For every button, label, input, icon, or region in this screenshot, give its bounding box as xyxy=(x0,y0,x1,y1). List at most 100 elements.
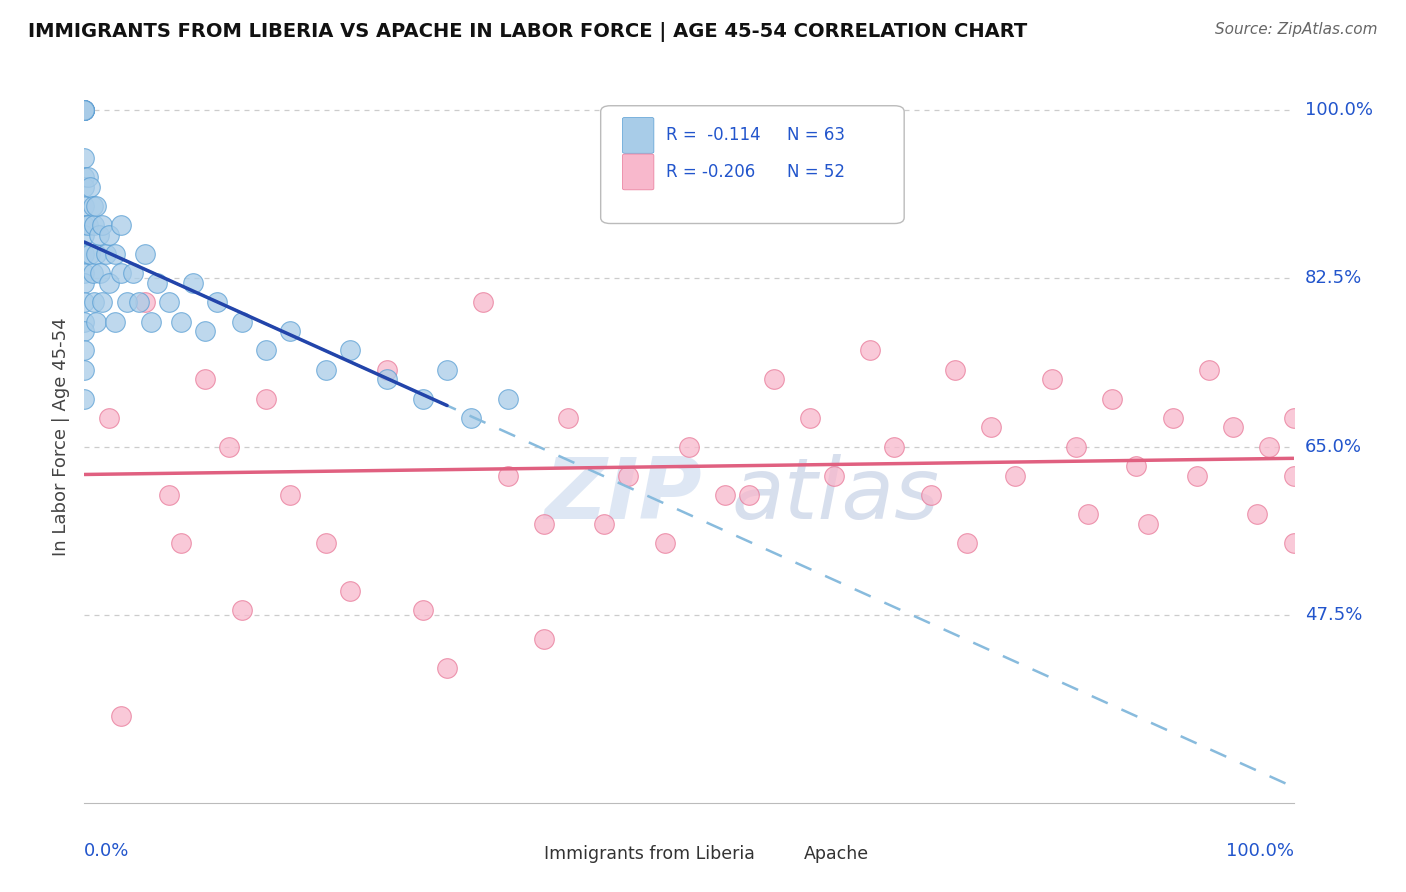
Text: IMMIGRANTS FROM LIBERIA VS APACHE IN LABOR FORCE | AGE 45-54 CORRELATION CHART: IMMIGRANTS FROM LIBERIA VS APACHE IN LAB… xyxy=(28,22,1028,42)
Point xyxy=(375,372,398,386)
Point xyxy=(73,103,96,117)
Point xyxy=(110,709,132,723)
Point xyxy=(1258,440,1281,454)
Point xyxy=(436,661,458,675)
Point xyxy=(472,295,495,310)
Point xyxy=(73,199,96,213)
Point xyxy=(157,488,180,502)
Point xyxy=(1246,507,1268,521)
Point xyxy=(533,632,555,647)
Point xyxy=(77,170,100,185)
Text: 100.0%: 100.0% xyxy=(1305,101,1372,119)
Text: 47.5%: 47.5% xyxy=(1305,607,1362,624)
Point xyxy=(73,151,96,165)
Point xyxy=(231,603,253,617)
Point xyxy=(73,276,96,290)
Point xyxy=(170,315,193,329)
Point xyxy=(1222,420,1244,434)
Point xyxy=(83,219,105,233)
Point xyxy=(73,103,96,117)
Text: 82.5%: 82.5% xyxy=(1305,269,1362,287)
Point xyxy=(980,420,1002,434)
Point xyxy=(89,267,111,281)
Point xyxy=(557,410,579,425)
Text: atlas: atlas xyxy=(731,454,939,537)
Point xyxy=(823,468,845,483)
Point xyxy=(496,392,519,406)
Text: R =  -0.114: R = -0.114 xyxy=(666,127,761,145)
Point xyxy=(79,179,101,194)
Point xyxy=(375,362,398,376)
Text: Immigrants from Liberia: Immigrants from Liberia xyxy=(544,845,755,863)
Text: R = -0.206: R = -0.206 xyxy=(666,163,755,181)
Point xyxy=(859,343,882,358)
Point xyxy=(1077,507,1099,521)
Point xyxy=(1282,410,1305,425)
Point xyxy=(412,603,434,617)
Point xyxy=(91,219,114,233)
Point xyxy=(134,247,156,261)
Point xyxy=(617,468,640,483)
Point xyxy=(110,267,132,281)
Point xyxy=(194,372,217,386)
Point xyxy=(82,199,104,213)
Point xyxy=(104,247,127,261)
Point xyxy=(1282,536,1305,550)
Point xyxy=(218,440,240,454)
Point xyxy=(533,516,555,531)
Point xyxy=(1064,440,1087,454)
Point xyxy=(1101,392,1123,406)
Point xyxy=(73,103,96,117)
Point xyxy=(1185,468,1208,483)
FancyBboxPatch shape xyxy=(505,838,537,870)
Point xyxy=(86,199,108,213)
Point xyxy=(79,247,101,261)
Point xyxy=(94,247,117,261)
Point xyxy=(73,103,96,117)
Point xyxy=(115,295,138,310)
Point xyxy=(412,392,434,406)
Point xyxy=(73,343,96,358)
Point xyxy=(97,410,120,425)
FancyBboxPatch shape xyxy=(623,118,654,153)
Point xyxy=(254,343,277,358)
Point xyxy=(714,488,737,502)
Point xyxy=(73,227,96,242)
Point xyxy=(77,219,100,233)
Point xyxy=(181,276,204,290)
Point xyxy=(82,267,104,281)
Point xyxy=(231,315,253,329)
Text: Apache: Apache xyxy=(804,845,869,863)
Point xyxy=(1198,362,1220,376)
Point xyxy=(86,315,108,329)
Point xyxy=(1282,468,1305,483)
Point xyxy=(87,227,110,242)
Point xyxy=(1125,458,1147,473)
Point xyxy=(1137,516,1160,531)
Point xyxy=(315,536,337,550)
Point xyxy=(278,488,301,502)
Point xyxy=(91,295,114,310)
Point xyxy=(73,295,96,310)
Point xyxy=(73,179,96,194)
Point xyxy=(956,536,979,550)
Point xyxy=(194,324,217,338)
Point xyxy=(207,295,229,310)
Point xyxy=(1004,468,1026,483)
Text: N = 63: N = 63 xyxy=(787,127,845,145)
Point xyxy=(460,410,482,425)
Point xyxy=(121,267,143,281)
Point xyxy=(73,103,96,117)
Point xyxy=(134,295,156,310)
Text: ZIP: ZIP xyxy=(544,454,702,537)
Point xyxy=(73,247,96,261)
Point xyxy=(339,343,361,358)
Point xyxy=(73,103,96,117)
Point xyxy=(738,488,761,502)
Point xyxy=(436,362,458,376)
Y-axis label: In Labor Force | Age 45-54: In Labor Force | Age 45-54 xyxy=(52,318,70,557)
Point xyxy=(762,372,785,386)
Point xyxy=(110,219,132,233)
Point xyxy=(73,392,96,406)
Point xyxy=(170,536,193,550)
